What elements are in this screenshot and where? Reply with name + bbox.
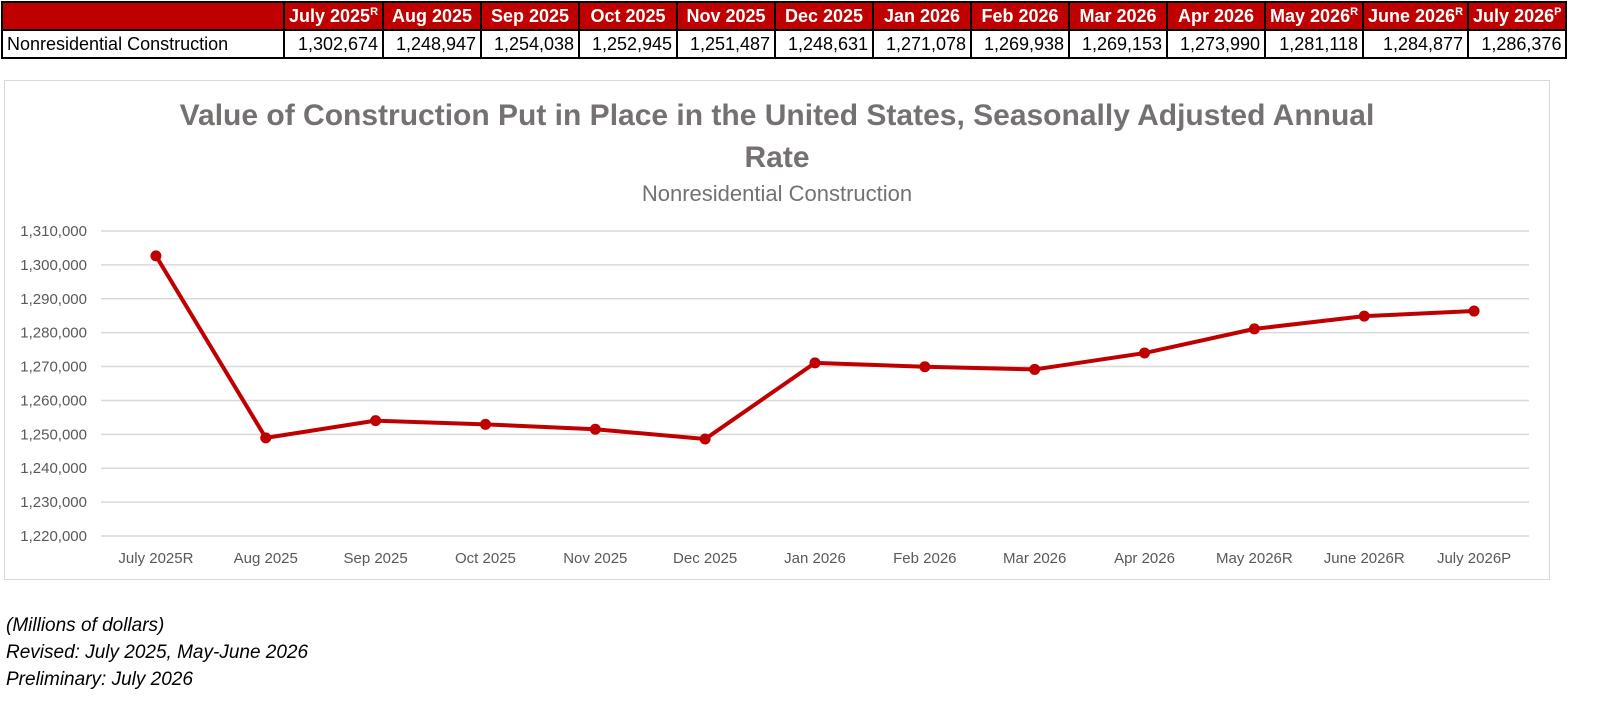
chart-title-line-1: Value of Construction Put in Place in th…: [180, 99, 1375, 132]
y-tick-label: 1,250,000: [20, 426, 87, 443]
y-tick-label: 1,290,000: [20, 291, 87, 308]
x-tick-label: Sep 2025: [343, 550, 407, 567]
gridlines: [101, 230, 1529, 537]
y-tick-label: 1,280,000: [20, 325, 87, 342]
table-cell: 1,269,153: [1068, 29, 1169, 59]
table-header-cell: Jan 2026: [872, 1, 973, 31]
y-tick-label: 1,300,000: [20, 257, 87, 274]
x-tick-label: Mar 2026: [1003, 550, 1066, 567]
data-point: [699, 433, 711, 445]
table-cell: 1,248,631: [774, 29, 875, 59]
chart-subtitle: Nonresidential Construction: [642, 181, 912, 206]
notes: (Millions of dollars) Revised: July 2025…: [6, 612, 308, 693]
table-cell: 1,251,487: [676, 29, 777, 59]
table-cell: 1,248,947: [382, 29, 483, 59]
y-tick-label: 1,260,000: [20, 392, 87, 409]
y-tick-label: 1,230,000: [20, 494, 87, 511]
table-cell: 1,281,118: [1264, 29, 1365, 59]
data-point: [1248, 323, 1260, 335]
x-tick-label: July 2026P: [1437, 550, 1511, 567]
data-point: [809, 357, 821, 369]
y-axis-ticks: 1,220,000 1,230,000 1,240,000 1,250,000 1,26…: [20, 223, 87, 545]
data-point: [479, 418, 491, 430]
series: [150, 250, 1480, 445]
x-tick-label: Jan 2026: [784, 550, 846, 567]
table-row-label: Nonresidential Construction: [1, 29, 285, 59]
table-header-cell: Nov 2025: [676, 1, 777, 31]
x-tick-label: Dec 2025: [673, 550, 737, 567]
data-point: [1029, 363, 1041, 375]
table-cell: 1,254,038: [480, 29, 581, 59]
x-tick-label: Nov 2025: [563, 550, 627, 567]
table-header-cell: Sep 2025: [480, 1, 581, 31]
y-tick-label: 1,220,000: [20, 528, 87, 545]
table-header-cell: Feb 2026: [970, 1, 1071, 31]
table-header-cell: Aug 2025: [382, 1, 483, 31]
table-cell: 1,286,376: [1467, 29, 1568, 59]
chart-frame: Value of Construction Put in Place in th…: [4, 80, 1550, 580]
table-header-cell: Mar 2026: [1068, 1, 1169, 31]
data-point: [150, 250, 162, 262]
x-tick-label: Aug 2025: [234, 550, 298, 567]
table-cell: 1,269,938: [970, 29, 1071, 59]
chart-title-line-2: Rate: [744, 141, 809, 174]
revised-note: Revised: July 2025, May-June 2026: [6, 642, 309, 663]
y-tick-label: 1,310,000: [20, 223, 87, 240]
table-cell: 1,252,945: [578, 29, 679, 59]
table-header-cell: Oct 2025: [578, 1, 679, 31]
table-header-cell: Dec 2025: [774, 1, 875, 31]
line-chart: Value of Construction Put in Place in th…: [20, 99, 1529, 567]
table-header-cell: Apr 2026: [1166, 1, 1267, 31]
table-cell: 1,273,990: [1166, 29, 1267, 59]
table-cell: 1,271,078: [872, 29, 973, 59]
data-point: [589, 423, 601, 435]
data-point: [1358, 310, 1370, 322]
table-row: Nonresidential Construction 1,302,674 1,…: [1, 29, 1568, 59]
table-header-cell: May 2026R: [1264, 1, 1365, 31]
x-tick-label: Oct 2025: [455, 550, 516, 567]
table-header-cell: July 2026P: [1467, 1, 1568, 31]
series-line: [154, 254, 1475, 441]
table-header-cell: July 2025R: [282, 1, 385, 31]
x-tick-label: Feb 2026: [893, 550, 956, 567]
x-tick-label: Apr 2026: [1114, 550, 1175, 567]
x-tick-label: June 2026R: [1324, 550, 1405, 567]
table-cell: 1,284,877: [1362, 29, 1470, 59]
x-tick-label: July 2025R: [118, 550, 193, 567]
table-header-row: July 2025R Aug 2025 Sep 2025 Oct 2025 No…: [1, 1, 1568, 31]
preliminary-note: Preliminary: July 2026: [6, 669, 193, 690]
table-cell: 1,302,674: [282, 29, 385, 59]
data-point: [1468, 305, 1480, 317]
table-header-cell: June 2026R: [1362, 1, 1470, 31]
table-corner-cell: [1, 1, 285, 31]
x-tick-label: May 2026R: [1216, 550, 1293, 567]
y-tick-label: 1,240,000: [20, 460, 87, 477]
data-point: [260, 432, 272, 444]
data-point: [919, 361, 931, 373]
y-tick-label: 1,270,000: [20, 359, 87, 376]
data-table: July 2025R Aug 2025 Sep 2025 Oct 2025 No…: [1, 1, 1568, 59]
data-point: [1139, 347, 1151, 359]
units-note: (Millions of dollars): [6, 615, 165, 636]
x-axis-ticks: July 2025R Aug 2025 Sep 2025 Oct 2025 Nov 20…: [118, 550, 1511, 567]
data-point: [370, 415, 382, 427]
